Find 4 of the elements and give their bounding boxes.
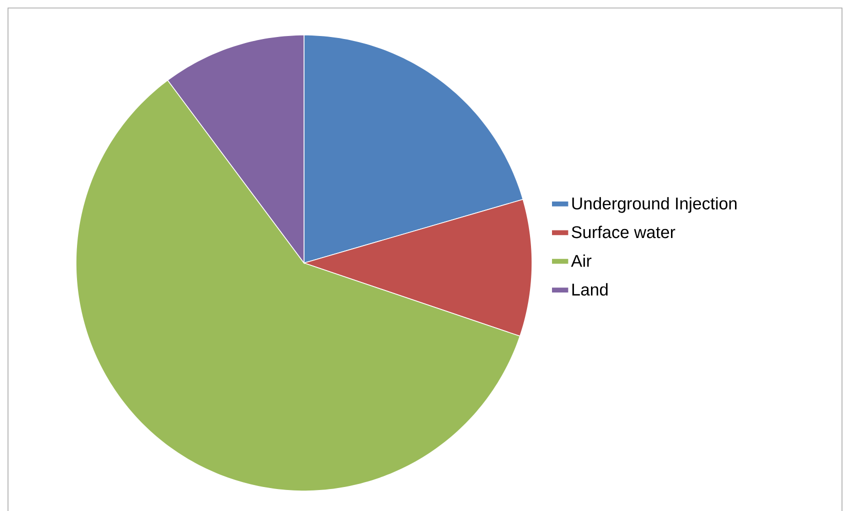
legend-label: Land — [572, 282, 608, 296]
legend-label: Surface water — [572, 226, 676, 238]
legend-label: Air — [571, 254, 592, 267]
legend-label: Underground Injection — [572, 196, 736, 213]
